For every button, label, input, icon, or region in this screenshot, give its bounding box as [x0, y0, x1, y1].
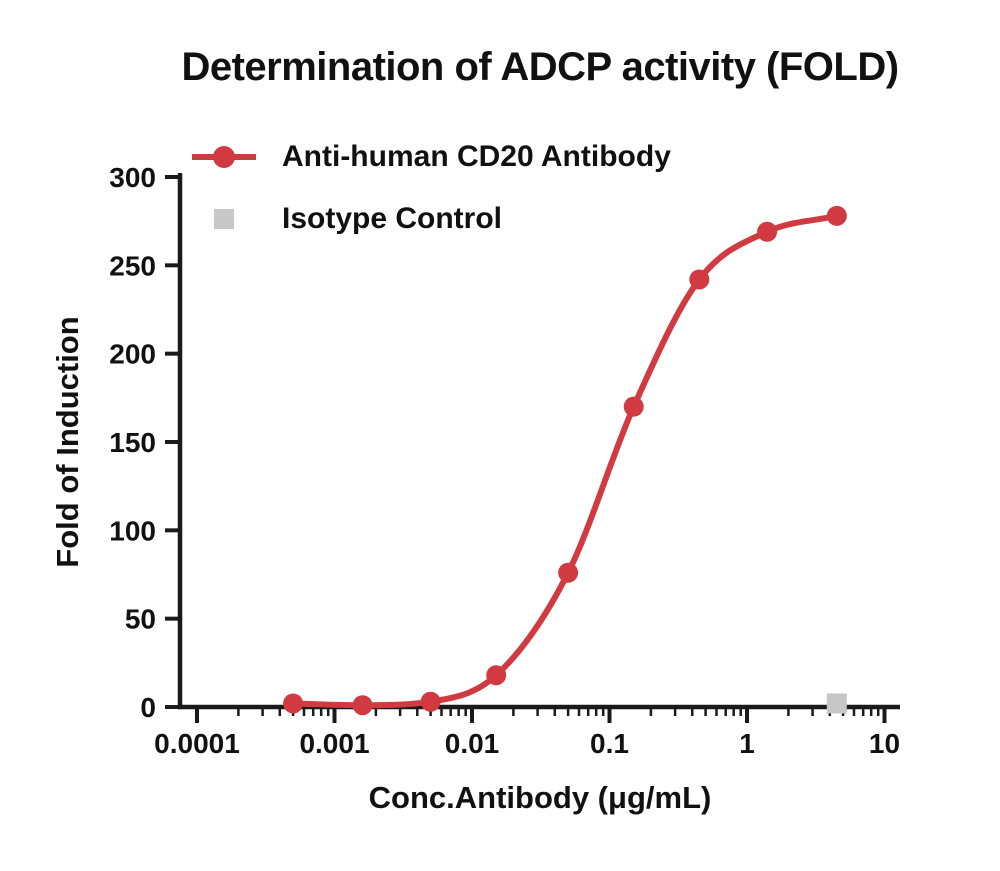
x-axis-title: Conc.Antibody (μg/mL): [368, 780, 712, 815]
antibody-point: [486, 665, 507, 686]
antibody-point: [623, 396, 644, 417]
legend-marker-line-dot-icon: [192, 146, 256, 168]
legend-label-antibody: Anti-human CD20 Antibody: [282, 140, 671, 173]
antibody-point: [826, 205, 847, 226]
x-tick-label: 10: [869, 728, 900, 759]
legend-circle-icon: [213, 146, 235, 168]
y-tick-label: 200: [109, 339, 156, 370]
x-tick-label: 0.1: [590, 728, 629, 759]
isotype-point-square: [826, 693, 847, 714]
legend-item-isotype: Isotype Control: [188, 200, 671, 238]
y-tick-label: 50: [125, 604, 156, 635]
antibody-curve: [290, 212, 840, 709]
y-tick-label: 250: [109, 250, 156, 281]
antibody-point: [757, 221, 778, 242]
x-tick-label: 0.0001: [154, 728, 240, 759]
legend-label-isotype: Isotype Control: [282, 202, 503, 235]
y-tick-label: 150: [109, 427, 156, 458]
y-tick-label: 0: [140, 692, 156, 723]
y-tick-label: 300: [109, 162, 156, 193]
legend-square-icon: [214, 209, 234, 229]
antibody-point: [352, 695, 373, 716]
x-tick-label: 1: [739, 728, 755, 759]
x-tick-label: 0.001: [299, 728, 369, 759]
antibody-point: [420, 691, 441, 712]
legend: Anti-human CD20 Antibody Isotype Control: [188, 138, 671, 262]
y-tick-label: 100: [109, 515, 156, 546]
antibody-point: [689, 269, 710, 290]
legend-marker-square-icon: [214, 209, 234, 229]
antibody-point: [283, 693, 304, 714]
antibody-point: [558, 562, 579, 583]
legend-item-antibody: Anti-human CD20 Antibody: [188, 138, 671, 176]
x-tick-label: 0.01: [445, 728, 500, 759]
chart-title: Determination of ADCP activity (FOLD): [181, 45, 899, 89]
